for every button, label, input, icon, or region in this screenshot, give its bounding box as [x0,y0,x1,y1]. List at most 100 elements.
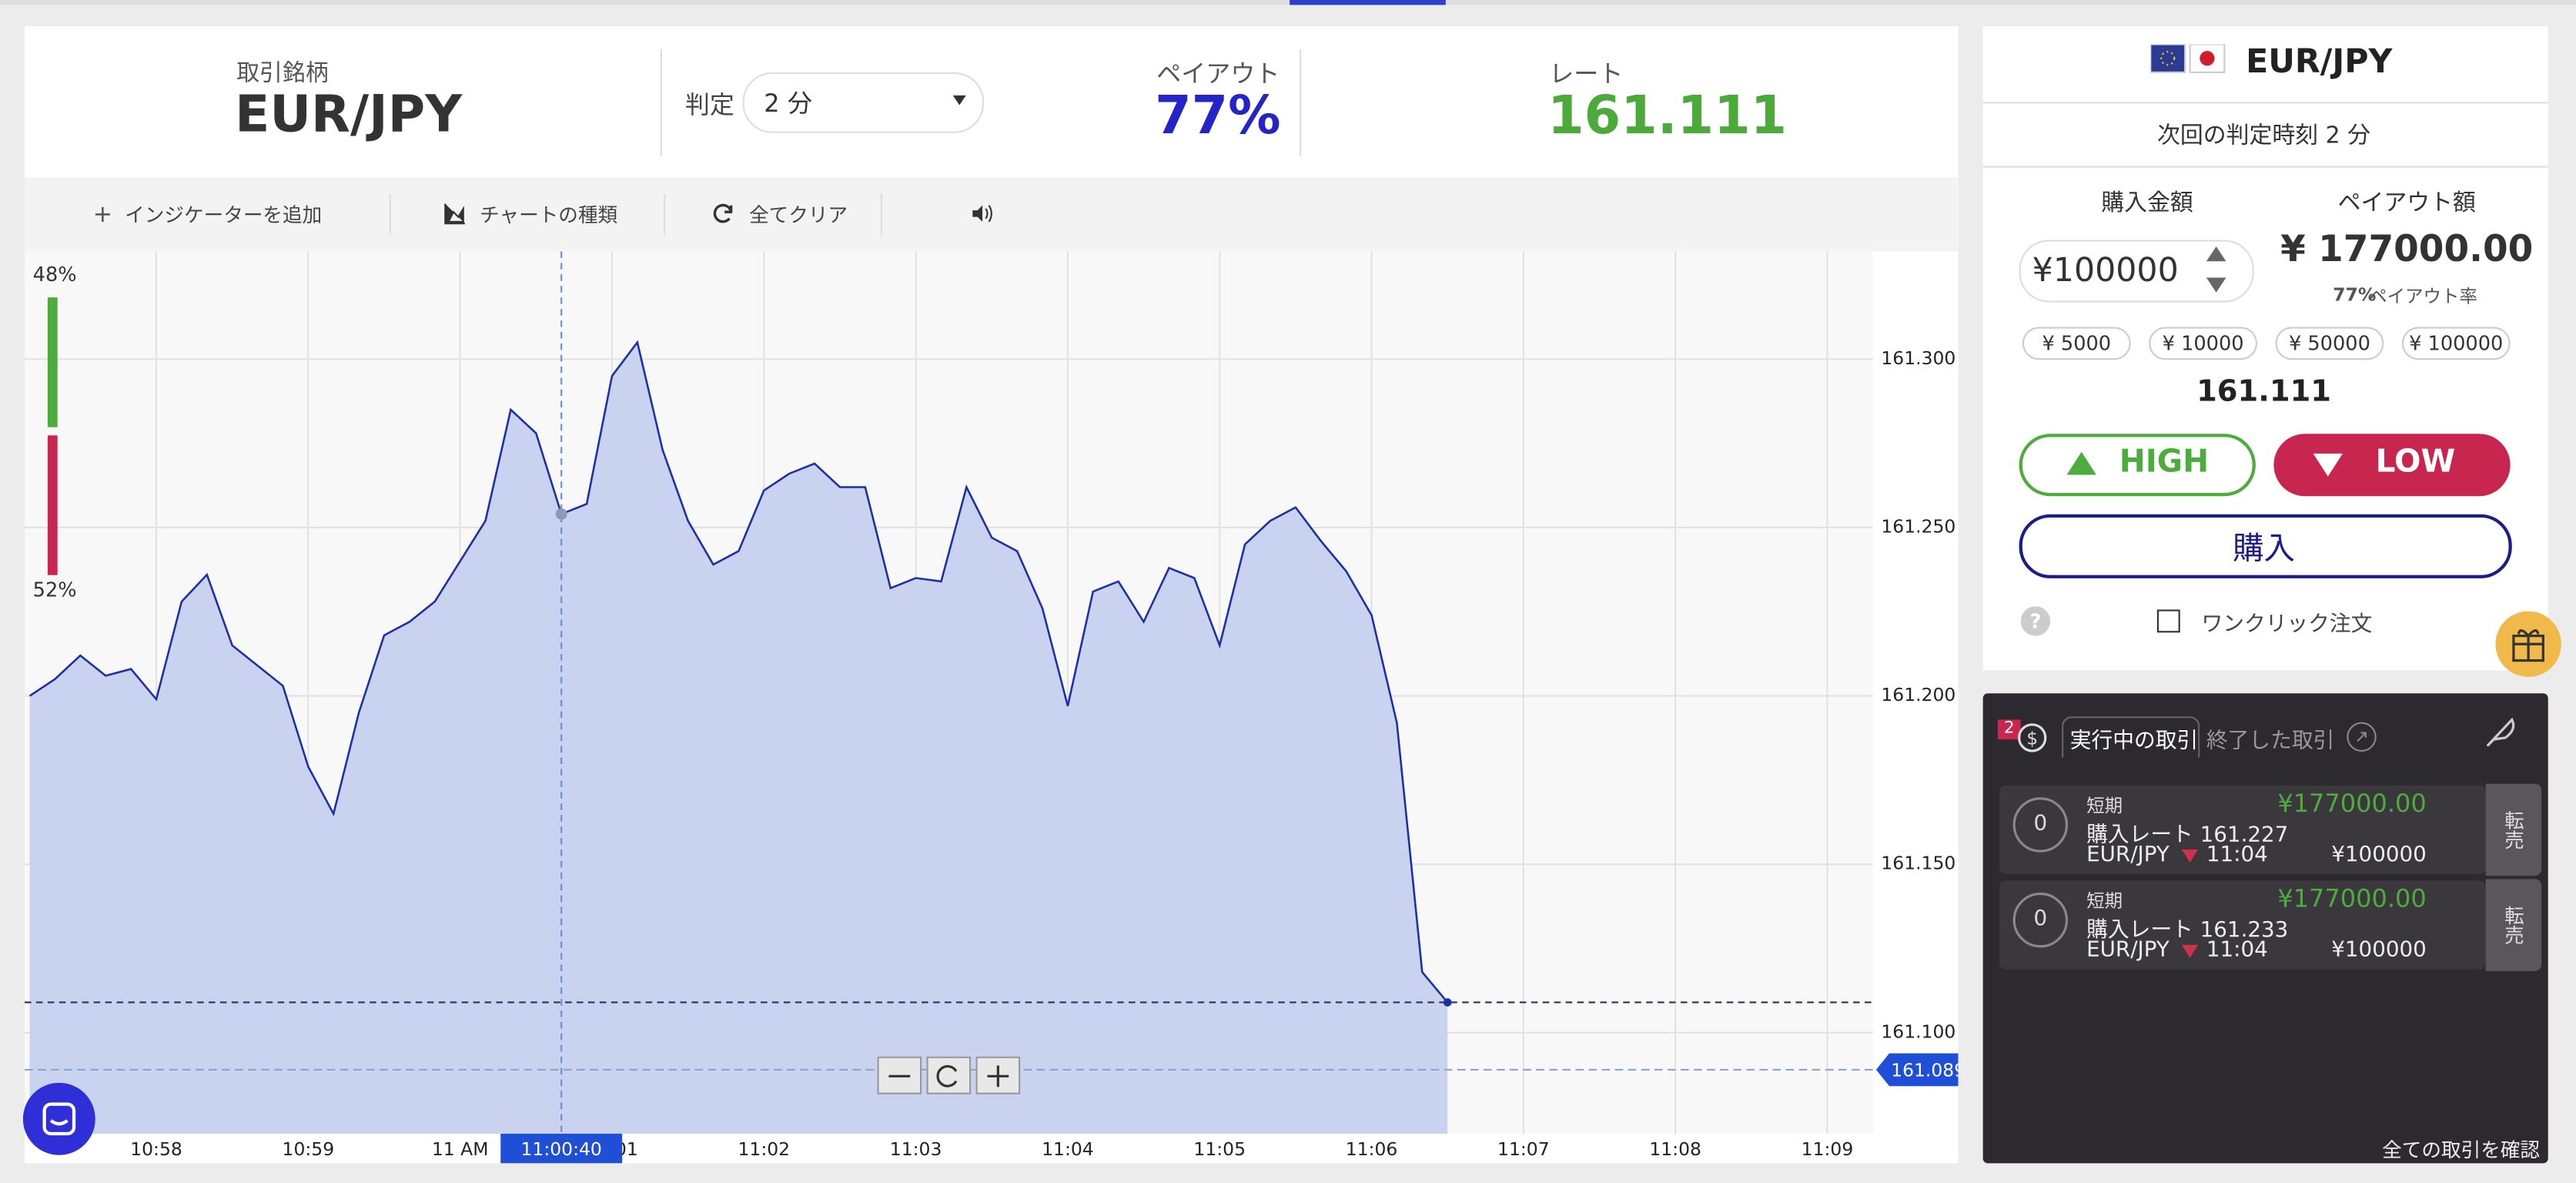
pair: EUR/JPY [2246,41,2393,81]
trade-counter [2012,797,2069,853]
trade-term: 短期 [2086,795,2123,817]
amount-input[interactable] [2019,240,2254,303]
current-rate: 161.111 [2196,374,2332,410]
external-link-icon[interactable] [2346,722,2377,753]
trades-icon: $ [2017,723,2047,752]
chat-button[interactable] [22,1082,97,1157]
amount[interactable]: ¥100000 [2032,250,2179,290]
add-indicator[interactable]: インジケーターを追加 [125,203,323,227]
crosshair-tag [500,1133,623,1164]
amount-label: 購入金額 [2101,190,2193,217]
crosshair-label: 11:00:40 [521,1138,602,1160]
x-tick-label: 11:07 [1497,1138,1550,1160]
flags [2150,44,2226,73]
sell-button[interactable]: 転売 [2485,783,2542,876]
current-price-label: 161.089 [1891,1060,1958,1081]
top-strip [0,0,2576,5]
up-icon [2066,451,2096,475]
y-tick-label: 161.250 [1881,515,1955,537]
trade-time: 11:04 [2206,938,2268,963]
payout-label: ペイアウト [1156,59,1280,89]
trade-pair: EUR/JPY [2086,938,2170,963]
high-label[interactable]: HIGH [2119,443,2210,480]
feather-icon[interactable] [2482,713,2518,749]
x-tick-label: 11:08 [1649,1138,1701,1160]
preset-button[interactable]: ¥ 5000 [2022,327,2131,360]
zoom-reset[interactable] [926,1056,972,1094]
gift-button[interactable] [2495,611,2561,677]
trade-payout: ¥177000.00 [2277,788,2427,819]
buy-button[interactable] [2019,514,2512,578]
symbol-label: 取引銘柄 [236,60,329,88]
sell-button[interactable]: 転売 [2485,879,2542,971]
high-button[interactable] [2019,434,2256,497]
active-tab-indicator [1290,0,1446,5]
trade-count-badge: 2 [1997,719,2021,739]
clear-all[interactable]: 全てクリア [749,203,848,227]
price-area [29,342,1448,1134]
payout-amount: ¥ 177000.00 [2280,230,2534,271]
crosshair-dot [555,508,567,520]
trade-counter [2012,892,2069,948]
help-icon[interactable]: ? [2020,606,2051,636]
trade-term: 短期 [2086,890,2123,912]
trade-count: 0 [2033,907,2048,932]
trade-rate: 購入レート 161.233 [2086,918,2289,943]
trade-pair: EUR/JPY [2086,843,2170,868]
one-click-label[interactable]: ワンクリック注文 [2201,612,2373,638]
divider [664,193,666,236]
preset-button[interactable]: ¥ 100000 [2401,327,2511,360]
divider [880,193,882,236]
divider [1299,49,1302,156]
separator [1982,102,2548,104]
x-tick-label: 11 AM [432,1138,489,1160]
next-expiry: 次回の判定時刻 2 分 [2157,122,2371,150]
sound-icon[interactable] [971,204,994,224]
x-tick-label: 11:02 [738,1138,790,1160]
buy-label[interactable]: 購入 [2232,531,2296,567]
symbol: EUR/JPY [235,85,463,145]
down-icon [2181,944,2199,958]
x-tick-label: 11:06 [1346,1138,1398,1160]
view-all-trades[interactable]: 全ての取引を確認 [2382,1138,2541,1162]
amount-stepper[interactable] [2205,245,2228,294]
preset-button[interactable]: ¥ 50000 [2275,327,2384,360]
last-price-dot [1443,998,1452,1007]
active-tab[interactable] [2062,716,2200,758]
x-tick-label: 11:04 [1042,1138,1094,1160]
y-tick-label: 161.100 [1881,1020,1955,1042]
low-button[interactable] [2273,434,2511,497]
tab[interactable]: 終了した取引 [2206,729,2335,755]
sentiment-up: 48% [32,263,77,287]
chart-icon [444,203,465,225]
one-click-checkbox[interactable] [2156,609,2180,633]
chart-type[interactable]: チャートの種類 [480,203,618,227]
preset-button[interactable]: ¥ 10000 [2149,327,2258,360]
sentiment-up-bar [47,297,58,427]
price-line [28,340,1449,1004]
payout: 77% [1155,83,1281,146]
svg-text:$: $ [2026,728,2038,749]
expiry-select[interactable] [742,72,985,133]
expiry-label: 判定 [684,90,734,120]
trade-time: 11:04 [2206,843,2268,868]
trade-row [1999,880,2486,970]
down-icon [2181,849,2199,863]
caret [952,95,966,106]
x-tick-label: 11:09 [1802,1138,1854,1160]
y-tick-label: 161.300 [1881,347,1955,369]
expiry-value[interactable]: 2 分 [764,89,812,119]
low-label[interactable]: LOW [2375,443,2456,480]
divider [660,49,662,156]
rate-label: レート [1549,59,1624,89]
tab[interactable]: 実行中の取引 [2069,729,2199,755]
sentiment-down-bar [47,435,58,575]
trade-amount: ¥100000 [2331,938,2427,963]
payout-rate-label: ペイアウト率 [2369,286,2477,307]
x-tick-label: 11:03 [890,1138,942,1160]
trade-payout: ¥177000.00 [2277,883,2427,914]
